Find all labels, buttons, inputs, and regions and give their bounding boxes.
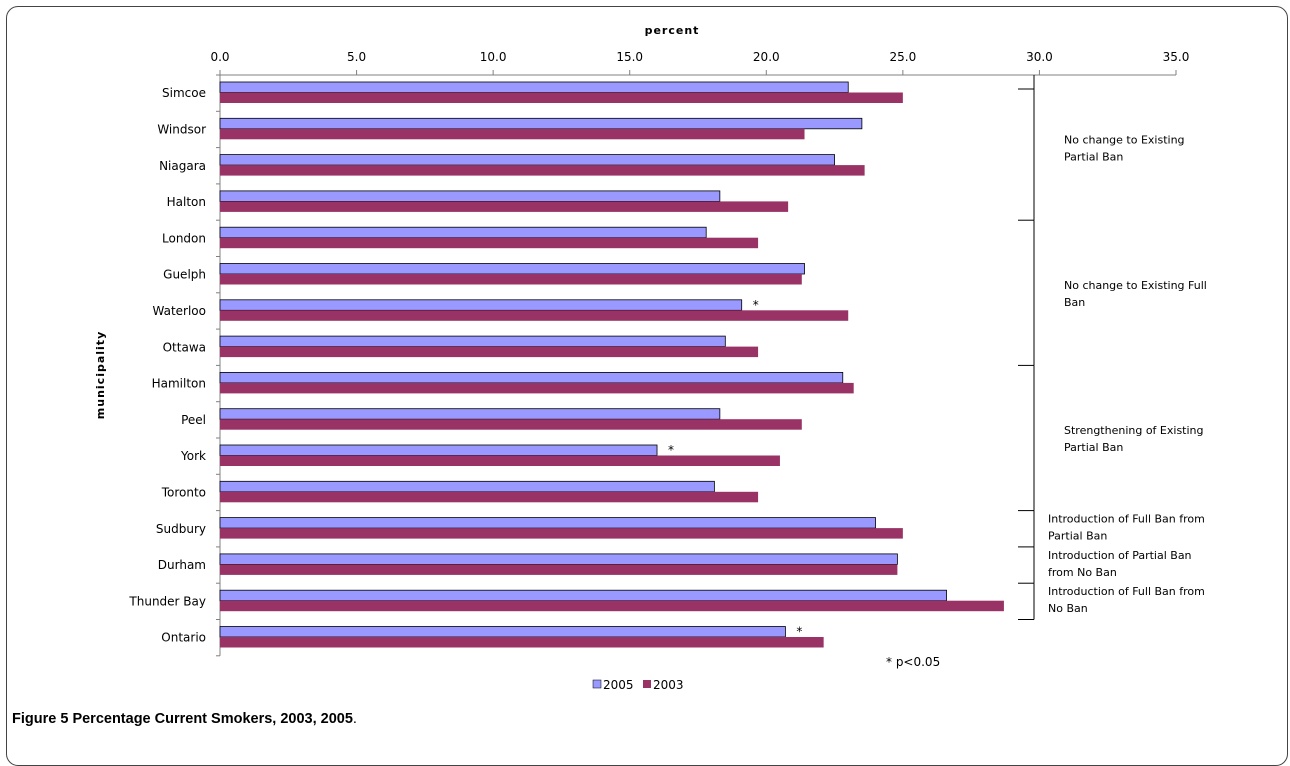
group-label: Partial Ban: [1064, 441, 1123, 454]
bar-2005: [219, 517, 876, 529]
y-tick-label: Durham: [158, 558, 206, 572]
y-axis: Simcoe Windsor Niagara Halton London Guelph Wa…: [128, 74, 221, 657]
y-tick-label: Simcoe: [162, 86, 206, 100]
y-tick-label: Guelph: [163, 268, 206, 282]
x-tick-label: 10.0: [480, 50, 507, 64]
x-tick-label: 30.0: [1026, 50, 1053, 64]
group-label: Introduction of Full Ban from: [1048, 513, 1205, 526]
legend: 2005 2003: [592, 678, 684, 692]
legend-swatch-2003: [643, 680, 651, 688]
x-tick-label: 20.0: [753, 50, 780, 64]
group-label: No change to Existing Full: [1064, 279, 1207, 292]
bar-2005: [219, 371, 844, 384]
group-label: Introduction of Full Ban from: [1048, 585, 1205, 598]
bar-2005: [219, 154, 835, 166]
y-tick-label: Waterloo: [153, 304, 207, 318]
bar-2005: [219, 408, 721, 420]
y-tick-label: Hamilton: [152, 377, 206, 391]
bar-2005: [219, 589, 947, 602]
x-tick-label: 5.0: [347, 50, 366, 64]
group-label: Partial Ban: [1064, 151, 1123, 164]
figure-label: Figure 5: [12, 711, 69, 727]
significance-star: *: [668, 443, 674, 457]
bar-2003: [220, 528, 903, 539]
x-tick-label: 15.0: [616, 50, 643, 64]
bar-2003: [220, 564, 898, 575]
x-axis-title: percent: [645, 24, 700, 37]
bar-2003: [220, 310, 849, 321]
bar-2003: [220, 455, 780, 466]
group-label: Partial Ban: [1048, 530, 1107, 543]
group-label: No change to Existing: [1064, 134, 1185, 147]
bar-2003: [220, 346, 759, 358]
bar-2003: [220, 92, 903, 103]
group-label: Introduction of Partial Ban: [1048, 549, 1192, 562]
bar-2005: [219, 335, 726, 348]
y-tick-label: Windsor: [157, 122, 206, 136]
figure-caption: Figure 5 Percentage Current Smokers, 200…: [12, 711, 357, 727]
group-label: No Ban: [1048, 602, 1088, 615]
group-label: Strengthening of Existing: [1064, 424, 1204, 437]
y-tick-label: Ottawa: [163, 340, 206, 354]
legend-swatch-2005: [592, 679, 602, 689]
bar-2005: [219, 553, 898, 565]
x-tick-label: 25.0: [889, 50, 916, 64]
significance-star: *: [753, 298, 759, 312]
bar-2003: [220, 237, 759, 249]
bar-2003: [220, 165, 865, 176]
legend-label-2005: 2005: [603, 678, 634, 692]
bar-2003: [220, 382, 854, 394]
bar-2003: [220, 637, 824, 648]
bar-2005: [219, 263, 805, 275]
x-tick-label: 35.0: [1163, 50, 1190, 64]
legend-label-2003: 2003: [653, 678, 684, 692]
group-label: from No Ban: [1048, 566, 1117, 579]
bar-2005: [219, 444, 658, 456]
bar-2003: [220, 274, 802, 285]
y-tick-label: Sudbury: [156, 522, 206, 536]
significance-star: *: [796, 625, 802, 639]
y-tick-label: York: [180, 449, 206, 463]
bar-chart: percent municipality 0.0 5.0 10.0 15.0 20.0 2…: [94, 24, 1207, 692]
y-tick-label: Niagara: [159, 159, 206, 173]
bar-2005: [219, 480, 715, 493]
group-label: Ban: [1064, 296, 1085, 309]
bar-2005: [219, 226, 707, 239]
y-tick-label: Toronto: [161, 485, 206, 499]
bar-2005: [219, 626, 786, 638]
bar-2005: [219, 190, 721, 202]
y-tick-label: Thunder Bay: [128, 594, 206, 608]
y-axis-title: municipality: [94, 331, 107, 419]
bar-2005: [219, 117, 863, 130]
bar-2005: [219, 299, 743, 311]
bar-2005: [219, 81, 849, 93]
y-tick-label: Peel: [181, 413, 206, 427]
x-tick-label: 0.0: [210, 50, 229, 64]
bar-2003: [220, 491, 759, 503]
policy-groups: No change to Existing Partial Ban No chang…: [1018, 75, 1207, 620]
x-axis: 0.0 5.0 10.0 15.0 20.0 25.0 30.0 35.0: [210, 50, 1190, 76]
bar-2003: [220, 201, 789, 212]
significance-note: * p<0.05: [886, 655, 940, 669]
caption-period: .: [352, 711, 357, 727]
y-tick-label: Ontario: [161, 631, 206, 645]
bar-2003: [220, 128, 805, 140]
bar-2003: [220, 419, 802, 430]
figure-title: Percentage Current Smokers, 2003, 2005: [72, 711, 353, 727]
bar-2003: [220, 600, 1004, 612]
y-tick-label: London: [162, 231, 206, 245]
bars: [219, 81, 1004, 648]
significance-markers: * * *: [668, 298, 802, 639]
y-tick-label: Halton: [167, 195, 206, 209]
